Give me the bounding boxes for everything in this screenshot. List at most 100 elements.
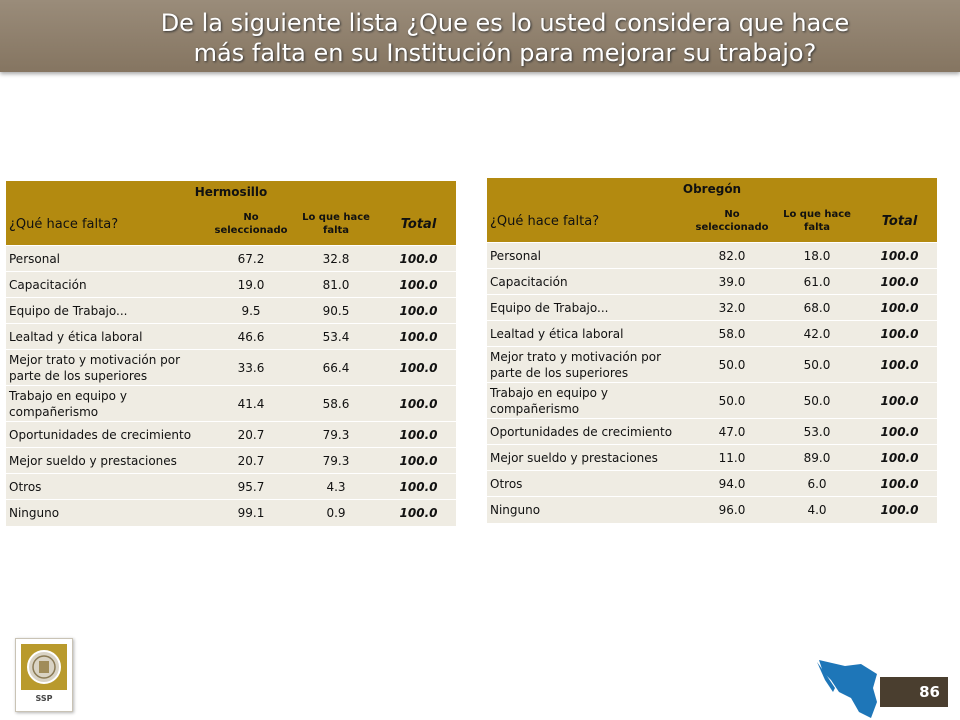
table-obregon: Obregón ¿Qué hace falta? No seleccionado… bbox=[487, 178, 937, 523]
question-header: ¿Qué hace falta? bbox=[487, 200, 692, 243]
table-row: Oportunidades de crecimiento 20.7 79.3 100.… bbox=[6, 421, 456, 448]
row-label: Lealtad y ética laboral bbox=[487, 320, 692, 347]
table-row: Mejor trato y motivación por parte de lo… bbox=[6, 349, 456, 386]
value-total: 100.0 bbox=[381, 271, 456, 298]
value-no-selected: 11.0 bbox=[692, 444, 772, 471]
value-total: 100.0 bbox=[381, 349, 456, 386]
value-total: 100.0 bbox=[381, 499, 456, 526]
value-no-selected: 47.0 bbox=[692, 418, 772, 445]
value-total: 100.0 bbox=[381, 421, 456, 448]
value-total: 100.0 bbox=[862, 470, 937, 497]
table-row: Ninguno 99.1 0.9 100.0 bbox=[6, 499, 456, 526]
ssp-logo: SSP bbox=[15, 638, 73, 712]
value-no-selected: 94.0 bbox=[692, 470, 772, 497]
title-banner bbox=[0, 0, 960, 72]
value-total: 100.0 bbox=[381, 245, 456, 272]
value-no-selected: 58.0 bbox=[692, 320, 772, 347]
table-row: Personal 67.2 32.8 100.0 bbox=[6, 245, 456, 272]
value-no-selected: 9.5 bbox=[211, 297, 291, 324]
city-header: Hermosillo bbox=[6, 181, 456, 203]
value-total: 100.0 bbox=[862, 418, 937, 445]
value-no-selected: 33.6 bbox=[211, 349, 291, 386]
value-lacking: 42.0 bbox=[772, 320, 862, 347]
table-row: Equipo de Trabajo... 32.0 68.0 100.0 bbox=[487, 294, 937, 321]
value-no-selected: 50.0 bbox=[692, 346, 772, 383]
value-total: 100.0 bbox=[862, 444, 937, 471]
value-total: 100.0 bbox=[381, 385, 456, 422]
value-lacking: 50.0 bbox=[772, 346, 862, 383]
value-lacking: 18.0 bbox=[772, 242, 862, 269]
question-header: ¿Qué hace falta? bbox=[6, 203, 211, 246]
row-label: Oportunidades de crecimiento bbox=[6, 421, 211, 448]
table-row: Mejor trato y motivación por parte de lo… bbox=[487, 346, 937, 383]
value-no-selected: 67.2 bbox=[211, 245, 291, 272]
table-row: Capacitación 39.0 61.0 100.0 bbox=[487, 268, 937, 295]
value-no-selected: 20.7 bbox=[211, 447, 291, 474]
table-row: Lealtad y ética laboral 58.0 42.0 100.0 bbox=[487, 320, 937, 347]
table-row: Equipo de Trabajo... 9.5 90.5 100.0 bbox=[6, 297, 456, 324]
table-row: Otros 95.7 4.3 100.0 bbox=[6, 473, 456, 500]
value-total: 100.0 bbox=[381, 297, 456, 324]
value-total: 100.0 bbox=[862, 382, 937, 419]
value-lacking: 79.3 bbox=[291, 447, 381, 474]
col-lacking-header: Lo que hace falta bbox=[772, 200, 862, 243]
value-no-selected: 41.4 bbox=[211, 385, 291, 422]
row-label: Personal bbox=[487, 242, 692, 269]
city-header: Obregón bbox=[487, 178, 937, 200]
logo-text: SSP bbox=[35, 694, 53, 703]
value-no-selected: 32.0 bbox=[692, 294, 772, 321]
row-label: Capacitación bbox=[6, 271, 211, 298]
table-hermosillo: Hermosillo ¿Qué hace falta? No seleccion… bbox=[6, 181, 456, 526]
row-label: Oportunidades de crecimiento bbox=[487, 418, 692, 445]
page-title: De la siguiente lista ¿Que es lo usted c… bbox=[130, 8, 880, 68]
row-label: Mejor trato y motivación por parte de lo… bbox=[6, 349, 211, 386]
table-row: Oportunidades de crecimiento 47.0 53.0 100.… bbox=[487, 418, 937, 445]
title-line-2: más falta en su Institución para mejorar… bbox=[193, 39, 817, 67]
row-label: Otros bbox=[6, 473, 211, 500]
row-label: Lealtad y ética laboral bbox=[6, 323, 211, 350]
table-row: Trabajo en equipo y compañerismo 41.4 58.6… bbox=[6, 385, 456, 422]
value-lacking: 4.0 bbox=[772, 496, 862, 523]
value-lacking: 81.0 bbox=[291, 271, 381, 298]
col-total-header: Total bbox=[381, 203, 456, 246]
table-row: Ninguno 96.0 4.0 100.0 bbox=[487, 496, 937, 523]
value-lacking: 50.0 bbox=[772, 382, 862, 419]
table-row: Capacitación 19.0 81.0 100.0 bbox=[6, 271, 456, 298]
value-lacking: 79.3 bbox=[291, 421, 381, 448]
value-total: 100.0 bbox=[381, 323, 456, 350]
col-lacking-header: Lo que hace falta bbox=[291, 203, 381, 246]
value-lacking: 53.0 bbox=[772, 418, 862, 445]
value-lacking: 32.8 bbox=[291, 245, 381, 272]
seal-icon bbox=[27, 650, 61, 684]
col-no-selected-header: No seleccionado bbox=[692, 200, 772, 243]
row-label: Equipo de Trabajo... bbox=[487, 294, 692, 321]
value-no-selected: 96.0 bbox=[692, 496, 772, 523]
value-lacking: 6.0 bbox=[772, 470, 862, 497]
value-no-selected: 20.7 bbox=[211, 421, 291, 448]
value-no-selected: 82.0 bbox=[692, 242, 772, 269]
value-total: 100.0 bbox=[862, 320, 937, 347]
value-lacking: 90.5 bbox=[291, 297, 381, 324]
value-total: 100.0 bbox=[862, 346, 937, 383]
table-row: Otros 94.0 6.0 100.0 bbox=[487, 470, 937, 497]
row-label: Mejor sueldo y prestaciones bbox=[487, 444, 692, 471]
table-row: Mejor sueldo y prestaciones 11.0 89.0 100.0 bbox=[487, 444, 937, 471]
value-lacking: 4.3 bbox=[291, 473, 381, 500]
value-no-selected: 95.7 bbox=[211, 473, 291, 500]
row-label: Mejor sueldo y prestaciones bbox=[6, 447, 211, 474]
row-label: Otros bbox=[487, 470, 692, 497]
value-total: 100.0 bbox=[381, 447, 456, 474]
value-total: 100.0 bbox=[381, 473, 456, 500]
value-total: 100.0 bbox=[862, 294, 937, 321]
sonora-map-icon bbox=[817, 660, 877, 718]
value-total: 100.0 bbox=[862, 268, 937, 295]
value-no-selected: 39.0 bbox=[692, 268, 772, 295]
col-total-header: Total bbox=[862, 200, 937, 243]
value-no-selected: 50.0 bbox=[692, 382, 772, 419]
value-lacking: 53.4 bbox=[291, 323, 381, 350]
row-label: Capacitación bbox=[487, 268, 692, 295]
value-lacking: 89.0 bbox=[772, 444, 862, 471]
title-line-1: De la siguiente lista ¿Que es lo usted c… bbox=[160, 9, 850, 37]
row-label: Personal bbox=[6, 245, 211, 272]
table-row: Mejor sueldo y prestaciones 20.7 79.3 100.0 bbox=[6, 447, 456, 474]
